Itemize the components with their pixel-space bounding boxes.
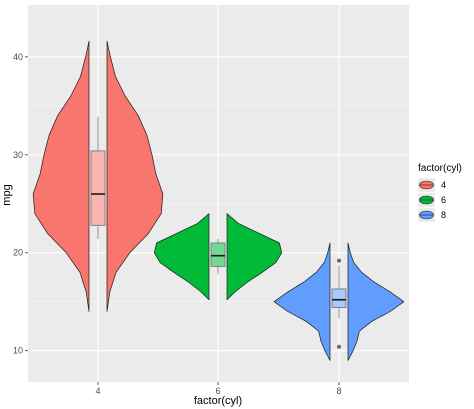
legend-label-4: 4 [441, 180, 446, 190]
legend-title: factor(cyl) [418, 163, 462, 174]
legend: factor(cyl) 4 6 8 [418, 163, 462, 222]
x-tick-label: 8 [336, 386, 341, 396]
violins [32, 40, 405, 361]
box-6 [210, 242, 226, 267]
violin-4-left [32, 40, 90, 312]
y-tick-label: 30 [13, 150, 23, 160]
major-gridlines [28, 5, 409, 382]
box-4 [90, 150, 106, 226]
violin-8-left [273, 242, 331, 361]
box-outlier-8 [337, 258, 341, 263]
y-tick-label: 10 [13, 346, 23, 356]
box-8 [331, 288, 347, 308]
y-tick-label: 20 [13, 248, 23, 258]
x-axis-title: factor(cyl) [194, 395, 242, 407]
y-axis-title: mpg [1, 184, 13, 205]
violin-6-left [153, 213, 210, 301]
x-tick-label: 6 [215, 386, 220, 396]
y-axis-ticks: 10 20 30 40 [13, 52, 28, 356]
x-tick-label: 4 [95, 386, 100, 396]
violin-4-right [106, 40, 164, 312]
box-outlier-8 [337, 344, 341, 349]
legend-label-8: 8 [441, 210, 446, 220]
y-tick-label: 40 [13, 52, 23, 62]
x-axis-ticks: 4 6 8 [95, 382, 342, 396]
boxplots [90, 116, 347, 349]
legend-label-6: 6 [441, 195, 446, 205]
violin-6-right [226, 213, 283, 301]
violin-8-right [347, 242, 405, 361]
